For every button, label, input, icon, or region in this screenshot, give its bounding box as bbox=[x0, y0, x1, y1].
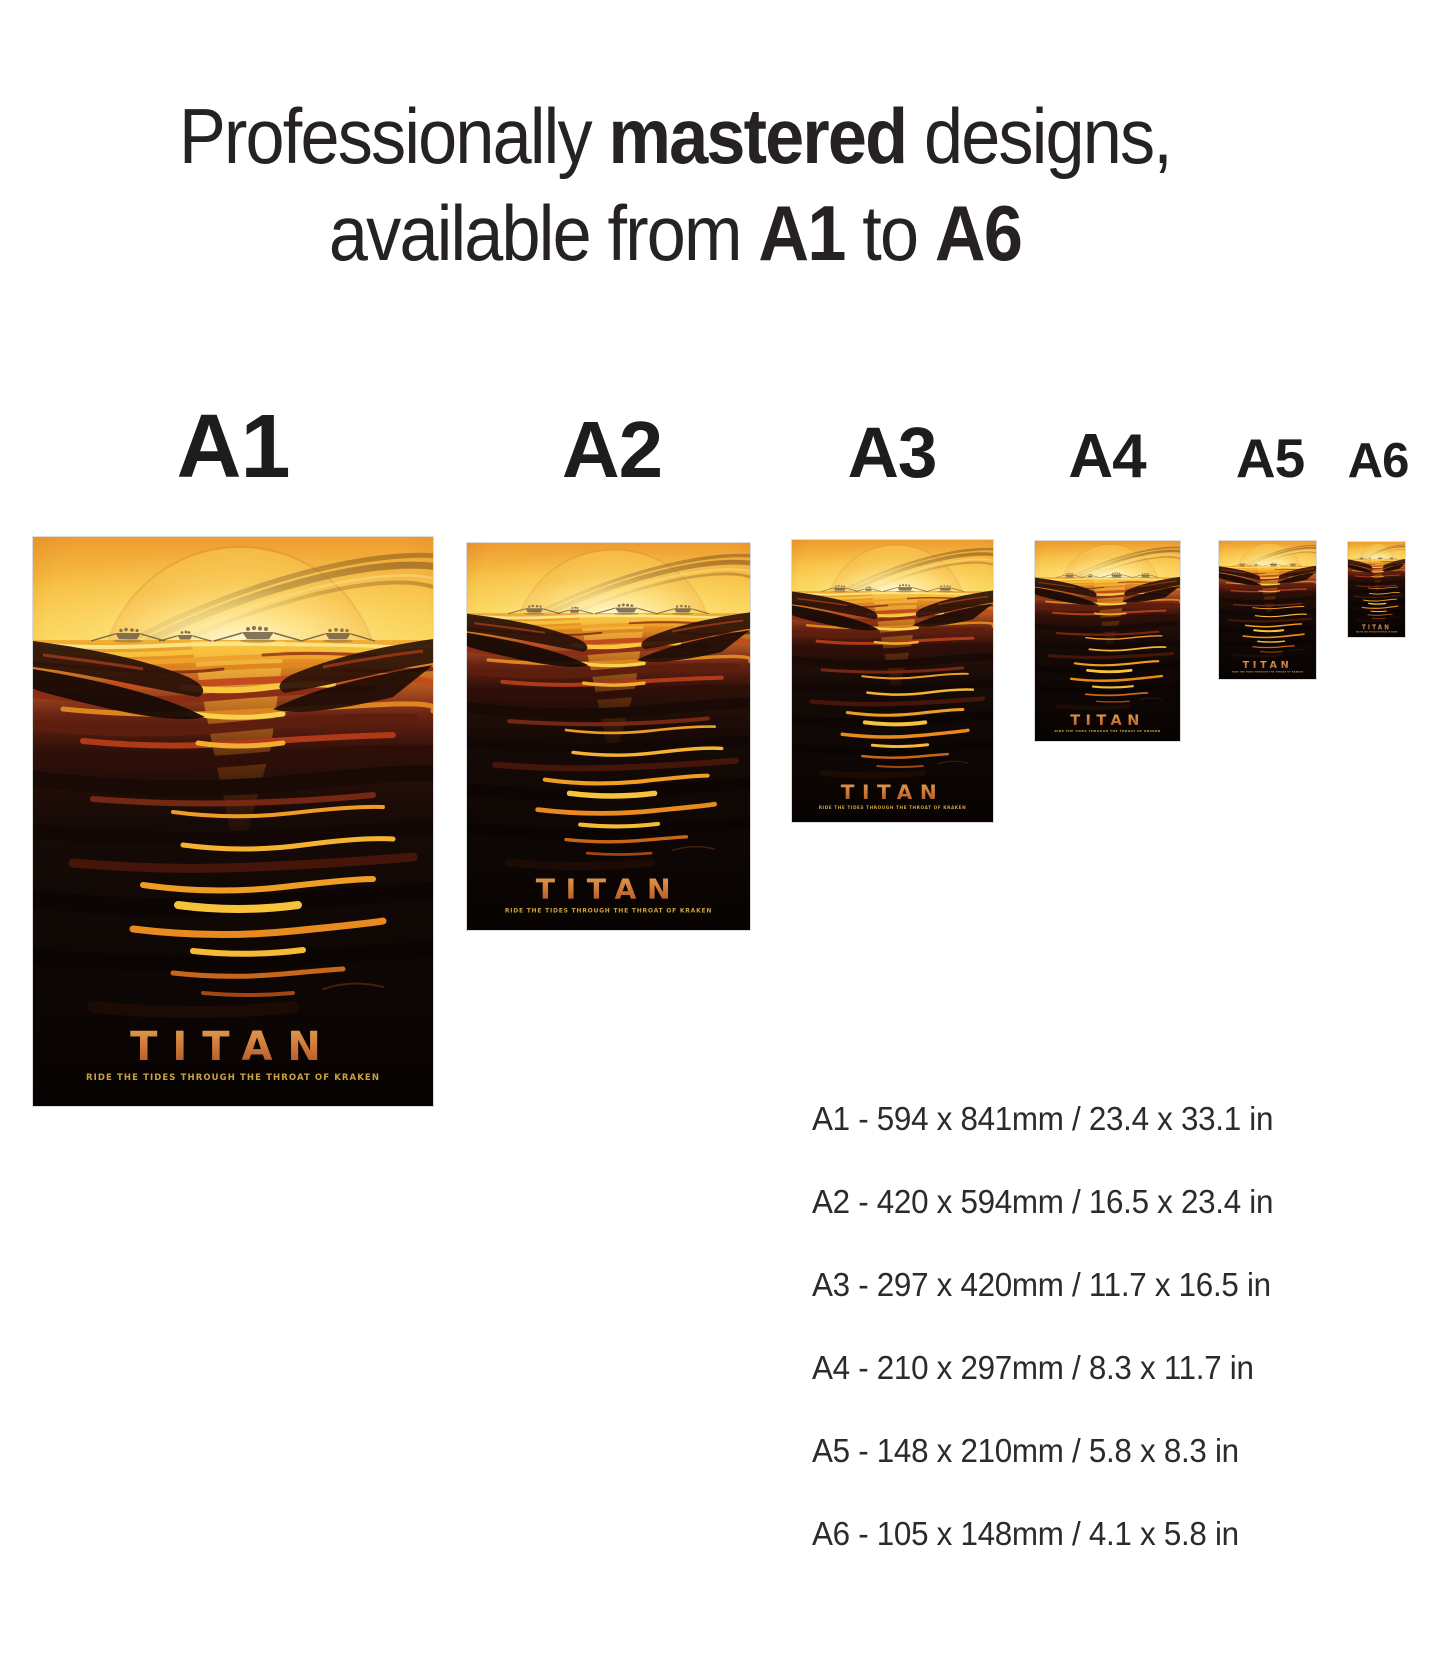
size-label-a4: A4 bbox=[1068, 422, 1146, 491]
size-row-a3: A3 - 297 x 420mm / 11.7 x 16.5 in bbox=[812, 1266, 1271, 1303]
poster-a6-titan bbox=[1347, 541, 1406, 638]
headline-text: designs, bbox=[906, 92, 1173, 180]
poster-a1-titan bbox=[32, 536, 434, 1107]
poster-a4-titan bbox=[1034, 540, 1181, 742]
headline-bold-a6: A6 bbox=[934, 188, 1023, 277]
size-label-a5: A5 bbox=[1235, 427, 1305, 489]
page-title: Professionally mastered designs, availab… bbox=[68, 88, 1283, 281]
headline-text: Professionally bbox=[178, 92, 609, 180]
size-label-a2: A2 bbox=[561, 405, 663, 494]
size-label-a1: A1 bbox=[176, 397, 290, 497]
poster-a2-titan bbox=[466, 542, 751, 931]
headline-line-1: Professionally mastered designs, bbox=[68, 88, 1283, 185]
poster-a5-titan bbox=[1218, 540, 1317, 680]
size-row-a1: A1 - 594 x 841mm / 23.4 x 33.1 in bbox=[812, 1100, 1274, 1137]
headline-bold-a1: A1 bbox=[758, 188, 846, 277]
size-row-a6: A6 - 105 x 148mm / 4.1 x 5.8 in bbox=[812, 1515, 1239, 1552]
size-row-a2: A2 - 420 x 594mm / 16.5 x 23.4 in bbox=[812, 1183, 1274, 1220]
poster-a3-titan bbox=[791, 539, 994, 823]
headline-line-2: available from A1 to A6 bbox=[68, 185, 1283, 282]
headline-text: available from bbox=[328, 188, 759, 277]
headline-text: to bbox=[844, 188, 935, 277]
size-label-a6: A6 bbox=[1347, 434, 1410, 488]
size-row-a4: A4 - 210 x 297mm / 8.3 x 11.7 in bbox=[812, 1349, 1254, 1386]
headline-bold-mastered: mastered bbox=[608, 92, 908, 180]
size-label-a3: A3 bbox=[847, 414, 938, 493]
size-row-a5: A5 - 148 x 210mm / 5.8 x 8.3 in bbox=[812, 1432, 1239, 1469]
